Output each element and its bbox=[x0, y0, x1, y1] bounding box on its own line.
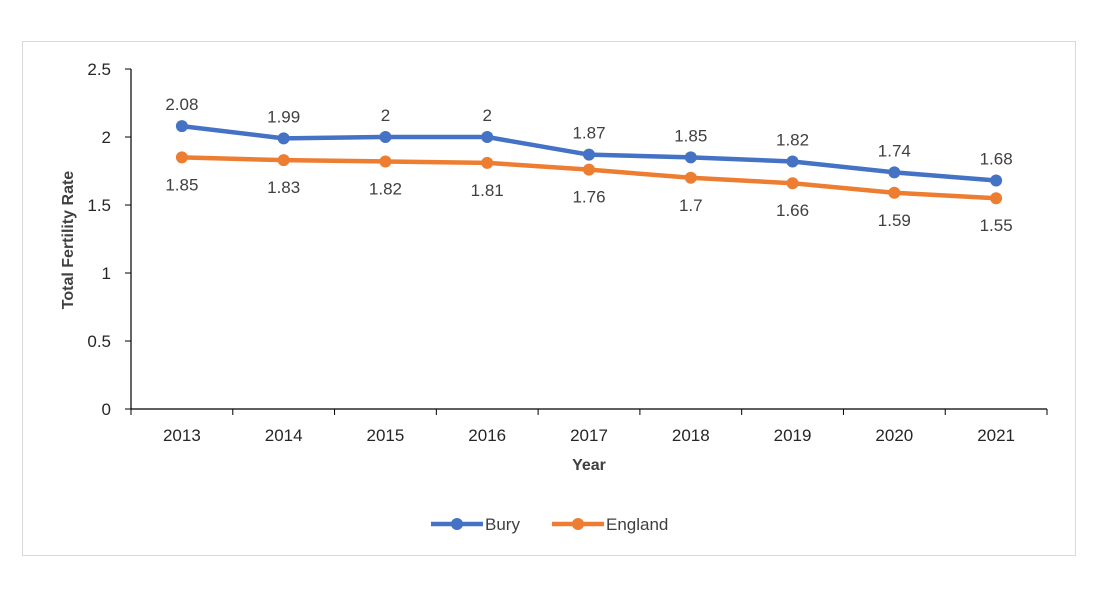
data-point-bury[interactable] bbox=[175, 120, 188, 133]
data-point-bury[interactable] bbox=[481, 131, 494, 143]
data-point-bury[interactable] bbox=[684, 151, 697, 164]
data-label-bury: 1.99 bbox=[267, 107, 300, 126]
x-tick-label: 2014 bbox=[265, 426, 303, 445]
series-layer bbox=[175, 120, 1003, 205]
data-label-bury: 1.74 bbox=[878, 141, 911, 160]
data-label-england: 1.7 bbox=[679, 196, 703, 215]
x-tick-label: 2020 bbox=[875, 426, 913, 445]
data-point-england[interactable] bbox=[990, 192, 1003, 205]
data-label-bury: 1.68 bbox=[980, 150, 1013, 169]
y-axis-title: Total Fertility Rate bbox=[60, 171, 77, 309]
data-label-bury: 2.08 bbox=[165, 95, 198, 114]
data-point-england[interactable] bbox=[379, 155, 392, 168]
data-label-england: 1.66 bbox=[776, 201, 809, 220]
x-tick-label: 2015 bbox=[367, 426, 405, 445]
data-point-bury[interactable] bbox=[583, 148, 595, 161]
x-tick-label: 2021 bbox=[977, 426, 1015, 445]
x-tick-label: 2013 bbox=[163, 426, 201, 445]
y-tick-label: 0.5 bbox=[87, 332, 111, 351]
data-label-bury: 1.87 bbox=[572, 124, 605, 143]
data-point-bury[interactable] bbox=[888, 166, 901, 179]
data-point-england[interactable] bbox=[888, 186, 901, 199]
legend-label-bury: Bury bbox=[485, 515, 520, 534]
data-label-england: 1.83 bbox=[267, 178, 300, 197]
data-label-bury: 1.85 bbox=[674, 126, 707, 145]
data-label-england: 1.85 bbox=[165, 175, 198, 194]
data-point-bury[interactable] bbox=[990, 174, 1003, 187]
x-tick-label: 2016 bbox=[468, 426, 506, 445]
data-label-bury: 2 bbox=[381, 106, 390, 125]
y-tick-label: 0 bbox=[102, 400, 111, 419]
y-tick-label: 2 bbox=[102, 128, 111, 147]
data-point-bury[interactable] bbox=[786, 155, 799, 168]
x-axis-title: Year bbox=[572, 457, 606, 474]
data-label-england: 1.59 bbox=[878, 211, 911, 230]
data-point-england[interactable] bbox=[277, 154, 290, 167]
legend-marker-bury bbox=[451, 518, 463, 530]
data-point-england[interactable] bbox=[481, 156, 494, 169]
data-point-bury[interactable] bbox=[277, 132, 290, 145]
x-tick-label: 2018 bbox=[672, 426, 710, 445]
data-label-england: 1.55 bbox=[980, 216, 1013, 235]
legend-label-england: England bbox=[606, 515, 668, 534]
x-axis-ticks: 2013 2014 2015 2016 2017 2018 2019 2020 2021 bbox=[130, 409, 1048, 445]
data-label-england: 1.81 bbox=[471, 181, 504, 200]
data-label-england: 1.82 bbox=[369, 179, 402, 198]
y-tick-label: 1.5 bbox=[87, 196, 111, 215]
data-label-england: 1.76 bbox=[572, 188, 605, 207]
data-label-bury: 2 bbox=[482, 106, 491, 125]
y-axis-ticks: 0 0.5 1 1.5 2 2.5 bbox=[87, 60, 131, 419]
legend[interactable]: Bury England bbox=[431, 515, 668, 534]
data-point-england[interactable] bbox=[684, 171, 697, 184]
x-tick-label: 2019 bbox=[774, 426, 812, 445]
data-label-bury: 1.82 bbox=[776, 130, 809, 149]
data-point-bury[interactable] bbox=[379, 131, 392, 143]
x-tick-label: 2017 bbox=[570, 426, 608, 445]
legend-marker-england bbox=[572, 518, 584, 530]
data-point-england[interactable] bbox=[583, 163, 595, 176]
data-point-england[interactable] bbox=[786, 177, 799, 190]
y-tick-label: 1 bbox=[102, 264, 111, 283]
data-point-england[interactable] bbox=[175, 151, 188, 164]
data-labels: 2.08 1.99 2 2 1.87 1.85 1.82 1.74 1.68 1.85 1.83 1.… bbox=[165, 95, 1012, 235]
y-tick-label: 2.5 bbox=[87, 60, 111, 79]
